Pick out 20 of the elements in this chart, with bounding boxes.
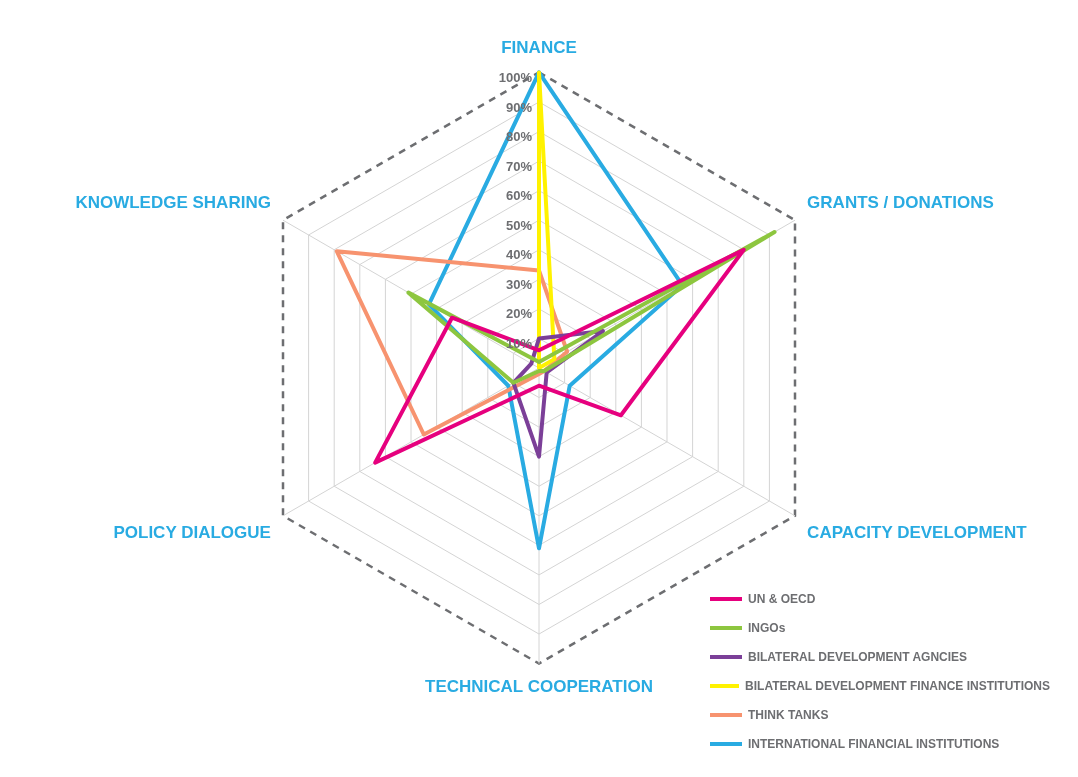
y-tick-label: 40% — [505, 247, 533, 263]
y-tick-label: 20% — [505, 306, 533, 322]
legend-label: INTERNATIONAL FINANCIAL INSTITUTIONS — [748, 736, 1000, 751]
legend-label: UN & OECD — [748, 591, 816, 606]
spoke-label: KNOWLEDGE SHARING — [75, 192, 271, 212]
legend-label: THINK TANKS — [748, 707, 829, 722]
spoke-label: GRANTS / DONATIONS — [807, 192, 994, 212]
legend-label: BILATERAL DEVELOPMENT AGNCIES — [748, 649, 968, 664]
spoke-label: POLICY DIALOGUE — [113, 522, 271, 542]
spoke-label: FINANCE — [501, 37, 577, 57]
y-tick-label: 70% — [505, 158, 533, 174]
legend-label: INGOs — [748, 620, 786, 635]
y-tick-label: 30% — [505, 276, 533, 292]
spoke-label: TECHNICAL COOPERATION — [425, 677, 653, 697]
legend-label: BILATERAL DEVELOPMENT FINANCE INSTITUTIONS — [745, 678, 1050, 693]
y-tick-label: 60% — [505, 188, 533, 204]
spoke-label: CAPACITY DEVELOPMENT — [807, 522, 1028, 542]
y-tick-label: 100% — [498, 69, 533, 85]
y-tick-label: 50% — [505, 217, 533, 233]
y-tick-label: 10% — [505, 336, 533, 352]
